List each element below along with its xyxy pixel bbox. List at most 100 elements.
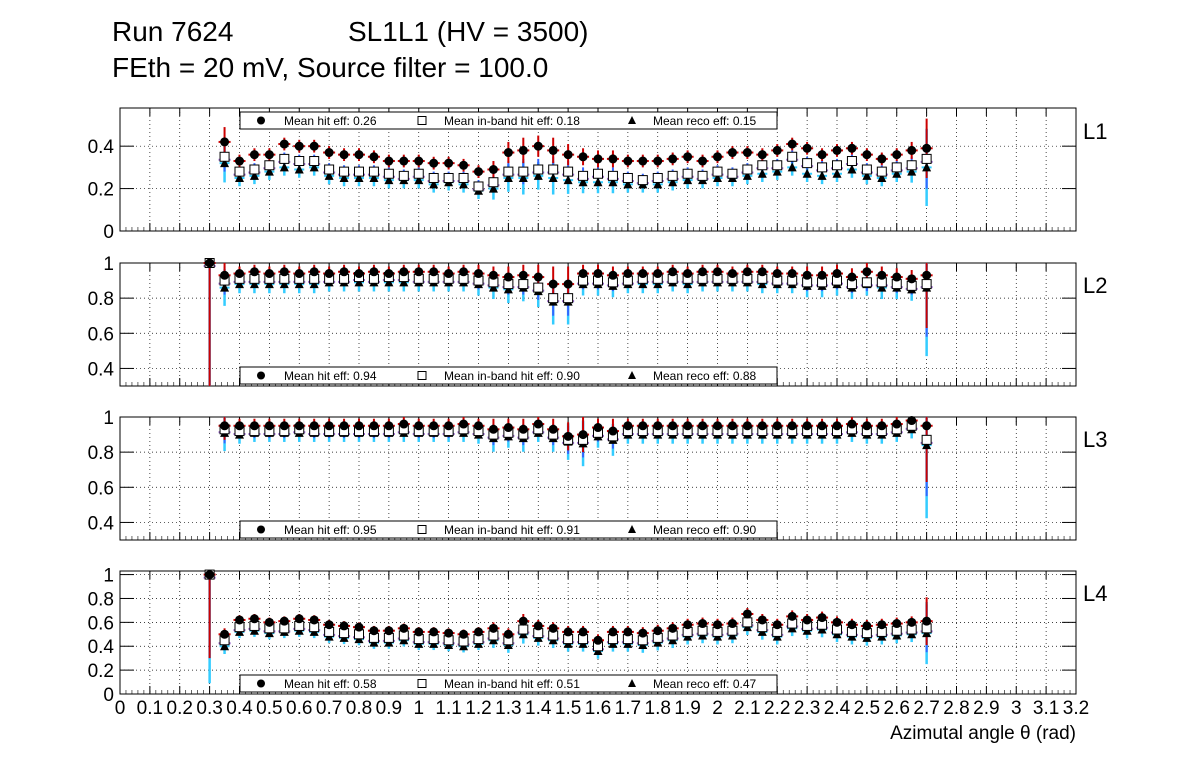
y-tick-label: 0.6 [88, 613, 114, 634]
hit-point [668, 623, 678, 633]
inband-point [578, 170, 589, 181]
hit-point [324, 620, 334, 630]
hit-point [683, 421, 693, 431]
legend-reco-marker [628, 116, 636, 124]
hit-point [249, 150, 259, 160]
x-axis: 0 0.1 0.2 0.3 0.4 0.5 0.6 0.7 0.8 0.9 1 1.1 1.2 1.3 1.… [115, 698, 1090, 744]
hit-point [294, 141, 304, 151]
inband-point [264, 160, 275, 171]
hit-point [459, 629, 469, 639]
hit-point [683, 620, 693, 630]
x-tick-label: 1.6 [585, 698, 611, 719]
hit-point [877, 154, 887, 164]
x-tick-label: 0.6 [286, 698, 312, 719]
hit-point [578, 152, 588, 162]
x-tick-label: 1.3 [495, 698, 521, 719]
reco-point [757, 168, 767, 178]
layer-label: L2 [1083, 273, 1107, 298]
x-tick-label: 2.9 [973, 698, 999, 719]
inband-point [219, 151, 230, 162]
hit-point [518, 424, 528, 434]
inband-point [921, 279, 932, 290]
reco-point [847, 164, 857, 174]
hit-point [264, 269, 274, 279]
hit-point [653, 421, 663, 431]
hit-point [414, 421, 424, 431]
hit-point [862, 621, 872, 631]
x-tick-label: 0.4 [226, 698, 253, 719]
reco-point [623, 179, 633, 189]
hit-point [324, 148, 334, 158]
chamber-label: SL1L1 (HV = 3500) [348, 16, 589, 47]
hit-point [578, 269, 588, 279]
inband-point [757, 160, 768, 171]
hit-point [817, 613, 827, 623]
reco-point [384, 175, 394, 185]
hit-point [235, 421, 244, 431]
hit-point [787, 421, 797, 431]
inband-point [802, 158, 813, 169]
reco-point [488, 183, 498, 193]
hit-point [309, 267, 319, 277]
y-tick-label: 0.8 [88, 289, 114, 310]
hit-point [309, 421, 319, 431]
legend-inband-label: Mean in-band hit eff: 0.91 [444, 523, 580, 537]
legend-box [239, 520, 778, 539]
hit-point [339, 150, 349, 160]
hit-point [832, 421, 842, 431]
y-tick-label: 0 [103, 685, 114, 706]
hit-point [742, 609, 752, 619]
x-tick-label: 2.3 [794, 698, 820, 719]
inband-point [742, 617, 753, 628]
x-tick-label: 1 [413, 698, 424, 719]
hit-point [653, 156, 663, 166]
hit-point [518, 270, 528, 280]
hit-point [787, 269, 797, 279]
inband-point [682, 168, 693, 179]
hit-point [862, 267, 872, 277]
hit-point [922, 270, 932, 280]
hit-point [414, 627, 424, 637]
inband-point [234, 166, 245, 177]
hit-point [727, 148, 737, 158]
hit-point [742, 421, 752, 431]
hit-point [563, 627, 573, 637]
hit-point [713, 620, 722, 630]
x-tick-label: 0.3 [196, 698, 222, 719]
inband-point [906, 160, 917, 171]
hit-point [518, 616, 528, 626]
hit-point [533, 272, 543, 282]
reco-point [354, 172, 364, 182]
hit-point [339, 621, 349, 631]
inband-point [817, 162, 828, 173]
run-label: Run 7624 [112, 16, 234, 47]
panel-l2: 0.4 0.6 0.8 1 L2 Mean hit eff: 0.94 Mean in-ba… [88, 254, 1107, 387]
inband-point [846, 156, 857, 167]
inband-point [548, 164, 559, 175]
hit-point [847, 620, 857, 630]
inband-point [503, 166, 514, 177]
x-tick-label: 1.4 [525, 698, 552, 719]
inband-point [861, 277, 872, 288]
hit-point [503, 272, 513, 282]
inband-point [667, 170, 678, 181]
hit-point [474, 167, 483, 177]
hit-point [698, 267, 708, 277]
legend-hit-marker [257, 679, 265, 688]
reco-point [593, 177, 603, 187]
hit-point [757, 421, 767, 431]
y-tick-label: 0.4 [88, 359, 115, 380]
y-tick-label: 0.6 [88, 478, 114, 499]
hit-point [354, 421, 364, 431]
hit-point [369, 267, 379, 277]
reco-point [279, 162, 289, 172]
inband-point [787, 151, 798, 162]
x-axis-title: Azimutal angle θ (rad) [890, 723, 1076, 744]
hit-point [339, 421, 349, 431]
inband-point [518, 166, 529, 177]
hit-point [593, 635, 603, 645]
hit-point [384, 156, 394, 166]
hit-point [578, 627, 588, 637]
reco-point [653, 179, 663, 189]
hit-point [369, 421, 379, 431]
